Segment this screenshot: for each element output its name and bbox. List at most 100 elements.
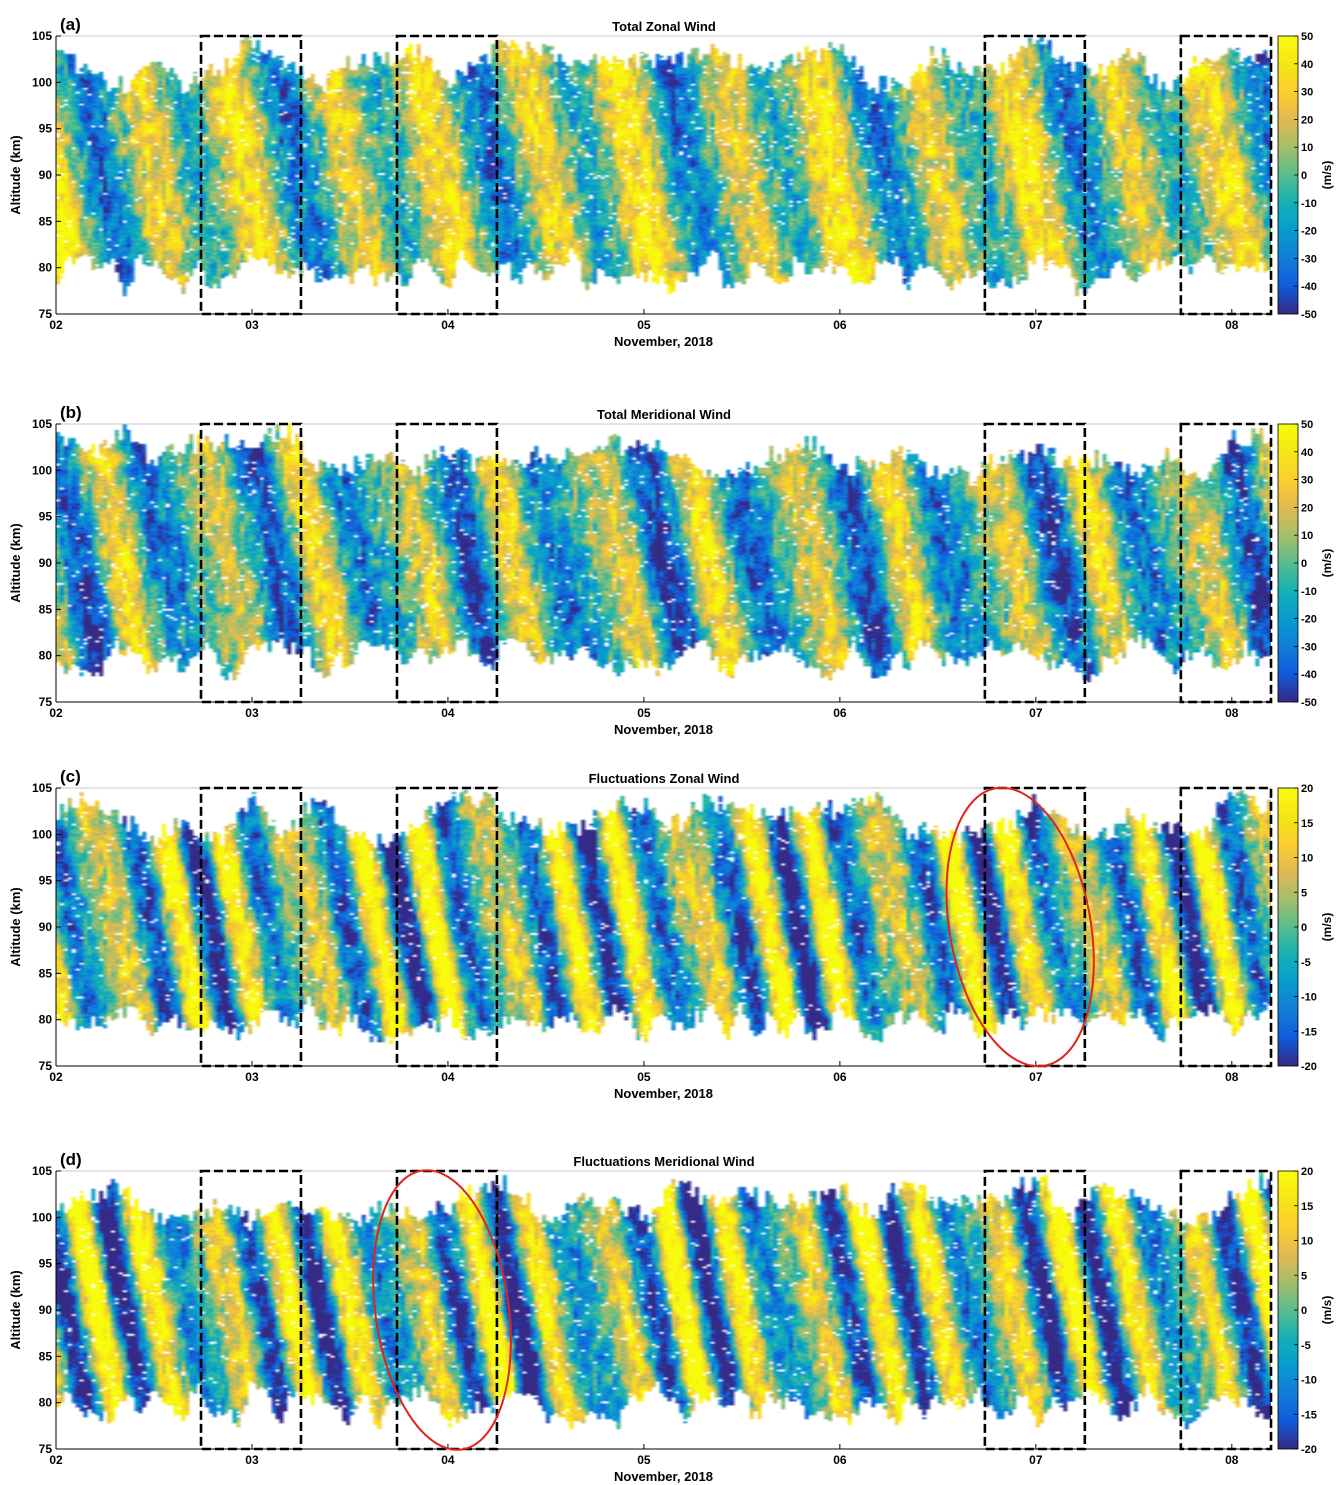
x-tick-label: 04 (441, 1070, 455, 1084)
colorbar-tick-label: 40 (1301, 59, 1313, 71)
colorbar-tick-label: 50 (1301, 31, 1313, 43)
dashed-box (199, 34, 303, 316)
y-tick-label: 85 (39, 1349, 53, 1363)
y-tick-label: 75 (39, 1059, 53, 1073)
colorbar-tick-label: -5 (1301, 1340, 1311, 1352)
panel-label: (d) (60, 1150, 82, 1169)
panel-label: (a) (60, 15, 81, 34)
y-tick-label: 95 (39, 1257, 53, 1271)
x-tick-label: 06 (833, 706, 847, 720)
x-tick-label: 02 (49, 706, 63, 720)
colorbar-tick-label: 20 (1301, 114, 1313, 126)
x-tick-label: 06 (833, 1453, 847, 1467)
colorbar-tick-label: -15 (1301, 1026, 1317, 1038)
y-tick-label: 75 (39, 307, 53, 321)
y-tick-label: 80 (39, 1396, 53, 1410)
x-axis-label: November, 2018 (614, 1086, 713, 1101)
y-axis-label: Altitude (km) (8, 523, 23, 602)
x-tick-label: 05 (637, 1453, 651, 1467)
colorbar-label: (m/s) (1320, 913, 1334, 942)
x-tick-label: 08 (1225, 706, 1239, 720)
title-main: Meridional Wind (654, 1154, 754, 1169)
dashed-box (983, 1169, 1087, 1451)
y-tick-label: 105 (32, 417, 52, 431)
colorbar (1278, 788, 1298, 1066)
dashed-box (1179, 786, 1273, 1068)
colorbar-tick-label: 10 (1301, 1236, 1313, 1248)
heatmap-raster (56, 36, 1271, 314)
x-tick-label: 02 (49, 1453, 63, 1467)
y-tick-label: 85 (39, 214, 53, 228)
colorbar-tick-label: 0 (1301, 170, 1307, 182)
panel-label: (c) (60, 767, 81, 786)
x-tick-label: 05 (637, 318, 651, 332)
colorbar-label: (m/s) (1320, 1296, 1334, 1325)
colorbar-tick-label: 0 (1301, 558, 1307, 570)
x-tick-label: 04 (441, 706, 455, 720)
colorbar-tick-label: 30 (1301, 475, 1313, 487)
y-tick-label: 80 (39, 649, 53, 663)
y-tick-label: 80 (39, 261, 53, 275)
x-tick-label: 03 (245, 1070, 259, 1084)
dashed-box (199, 422, 303, 704)
colorbar-tick-label: -20 (1301, 614, 1317, 626)
colorbar-tick-label: -15 (1301, 1409, 1317, 1421)
dashed-box (395, 34, 499, 316)
colorbar (1278, 424, 1298, 702)
x-tick-label: 02 (49, 1070, 63, 1084)
heatmap-raster (56, 424, 1271, 702)
x-tick-label: 07 (1029, 318, 1043, 332)
title-main: Zonal Wind (669, 771, 739, 786)
y-tick-label: 105 (32, 1164, 52, 1178)
colorbar-tick-label: 5 (1301, 1270, 1307, 1282)
colorbar (1278, 36, 1298, 314)
y-tick-label: 95 (39, 510, 53, 524)
colorbar-label: (m/s) (1320, 161, 1334, 190)
y-tick-label: 90 (39, 920, 53, 934)
dashed-box (1179, 34, 1273, 316)
y-axis-label: Altitude (km) (8, 887, 23, 966)
y-tick-label: 105 (32, 781, 52, 795)
x-axis-label: November, 2018 (614, 334, 713, 349)
colorbar-tick-label: -10 (1301, 198, 1317, 210)
title-prefix: Fluctuations (573, 1154, 654, 1169)
colorbar-tick-label: 0 (1301, 922, 1307, 934)
highlight-ellipse (945, 786, 1095, 1068)
colorbar-label: (m/s) (1320, 549, 1334, 578)
colorbar-tick-label: -30 (1301, 641, 1317, 653)
panel-1: 75 80 85 90 95 100 105 02 03 04 05 06 07 08 November, … (0, 388, 1336, 738)
colorbar-tick-label: -20 (1301, 1061, 1317, 1073)
colorbar-tick-label: -30 (1301, 253, 1317, 265)
x-tick-label: 07 (1029, 1070, 1043, 1084)
x-tick-label: 05 (637, 706, 651, 720)
dashed-box (1179, 422, 1273, 704)
x-tick-label: 08 (1225, 1070, 1239, 1084)
y-tick-label: 85 (39, 602, 53, 616)
colorbar-tick-label: -40 (1301, 669, 1317, 681)
panel-title: Fluctuations Meridional Wind (573, 1154, 754, 1169)
title-prefix: Total (612, 19, 646, 34)
colorbar-tick-label: 15 (1301, 1201, 1313, 1213)
x-tick-label: 03 (245, 706, 259, 720)
y-tick-label: 100 (32, 463, 52, 477)
colorbar-tick-label: 5 (1301, 887, 1307, 899)
dashed-box (199, 786, 303, 1068)
colorbar-tick-label: 20 (1301, 502, 1313, 514)
colorbar-tick-label: 20 (1301, 1166, 1313, 1178)
panel-0: 75 80 85 90 95 100 105 02 03 04 05 06 07 08 November, … (0, 0, 1336, 350)
y-tick-label: 105 (32, 29, 52, 43)
x-tick-label: 04 (441, 1453, 455, 1467)
colorbar-tick-label: 50 (1301, 419, 1313, 431)
colorbar-tick-label: -10 (1301, 586, 1317, 598)
panel-title: Total Meridional Wind (597, 407, 731, 422)
y-axis-label: Altitude (km) (8, 135, 23, 214)
panel-title: Fluctuations Zonal Wind (589, 771, 740, 786)
colorbar-tick-label: -10 (1301, 1375, 1317, 1387)
x-tick-label: 03 (245, 1453, 259, 1467)
y-tick-label: 95 (39, 122, 53, 136)
colorbar-tick-label: 30 (1301, 87, 1313, 99)
colorbar-tick-label: -50 (1301, 697, 1317, 709)
y-tick-label: 100 (32, 827, 52, 841)
